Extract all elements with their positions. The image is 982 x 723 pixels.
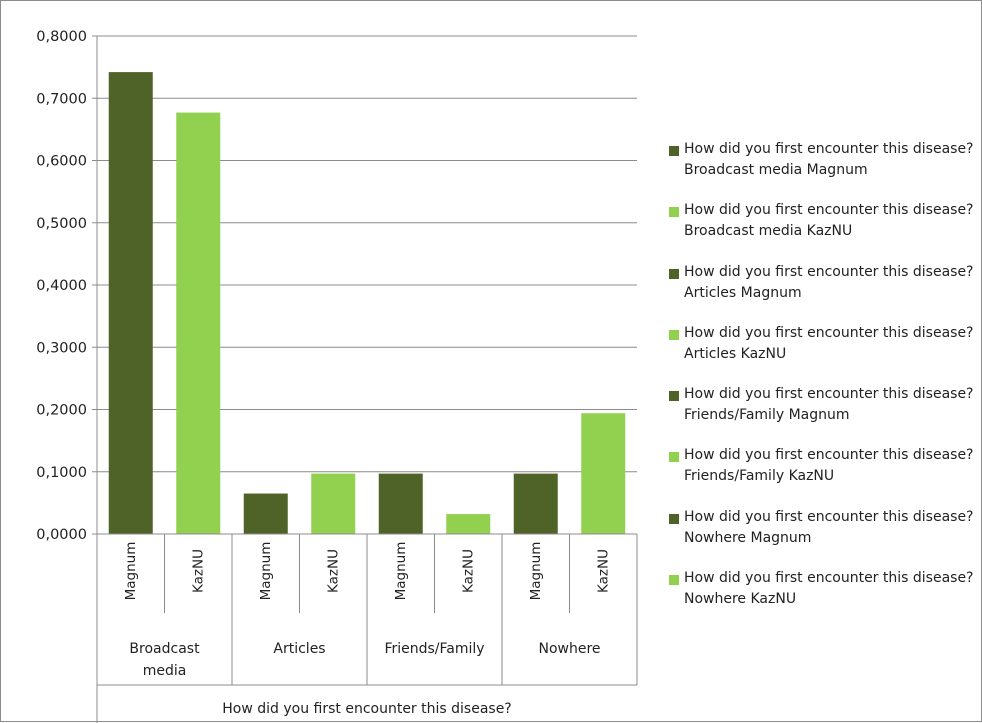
category-label: KazNU (190, 549, 206, 593)
y-tick-label: 0,4000 (36, 278, 87, 294)
bar (513, 473, 558, 534)
legend-label: How did you first encounter this disease… (684, 263, 974, 301)
legend-item: How did you first encounter this disease… (665, 445, 982, 506)
y-tick-label: 0,8000 (36, 29, 87, 45)
legend-item: How did you first encounter this disease… (665, 139, 982, 200)
group-label-line: media (143, 663, 187, 679)
legend-swatch (669, 146, 679, 156)
y-tick-label: 0,0000 (36, 527, 87, 543)
legend-label: How did you first encounter this disease… (684, 508, 974, 546)
y-tick-label: 0,6000 (36, 154, 87, 170)
y-tick-label: 0,7000 (36, 91, 87, 107)
y-tick-label: 0,3000 (36, 340, 87, 356)
category-label: Magnum (258, 542, 274, 601)
bar (581, 413, 626, 534)
legend-item: How did you first encounter this disease… (665, 262, 982, 323)
legend: How did you first encounter this disease… (665, 139, 982, 629)
bar (108, 72, 153, 534)
bar (176, 112, 221, 534)
y-tick-label: 0,2000 (36, 403, 87, 419)
y-tick-label: 0,1000 (36, 465, 87, 481)
group-label: Broadcast media (129, 641, 200, 679)
bar-chart: 0,0000 0,1000 0,2000 0,3000 0,4000 0,5000 0,60… (36, 29, 638, 723)
group-label: Articles (273, 641, 325, 657)
category-label: Magnum (528, 542, 544, 601)
group-label: Friends/Family (384, 641, 484, 657)
category-label: KazNU (460, 549, 476, 593)
bar (378, 473, 423, 534)
legend-swatch (669, 452, 679, 463)
legend-label: How did you first encounter this disease… (684, 447, 974, 485)
legend-swatch (669, 391, 679, 402)
category-label: Magnum (393, 542, 409, 601)
category-label: KazNU (595, 549, 611, 593)
legend-label: How did you first encounter this disease… (684, 141, 974, 178)
legend-swatch (669, 329, 679, 340)
category-label: Magnum (123, 542, 139, 601)
legend-swatch (669, 513, 679, 524)
legend-item: How did you first encounter this disease… (665, 568, 982, 629)
y-tick-label: 0,5000 (36, 216, 87, 232)
bar (311, 473, 356, 534)
category-label: KazNU (325, 549, 341, 593)
legend-item: How did you first encounter this disease… (665, 200, 982, 261)
group-label: Nowhere (538, 641, 600, 657)
legend-item: How did you first encounter this disease… (665, 507, 982, 568)
legend-label: How did you first encounter this disease… (684, 202, 974, 240)
legend-swatch (669, 207, 679, 218)
x-axis-title: How did you first encounter this disease… (222, 701, 512, 717)
bar (243, 493, 288, 534)
group-label-line: Broadcast (129, 641, 200, 657)
legend-label: How did you first encounter this disease… (684, 324, 974, 362)
legend-item: How did you first encounter this disease… (665, 384, 982, 445)
legend-label: How did you first encounter this disease… (684, 570, 974, 608)
legend-swatch (669, 575, 679, 586)
bar (446, 514, 491, 534)
legend-item: How did you first encounter this disease… (665, 323, 982, 384)
legend-swatch (669, 268, 679, 279)
legend-label: How did you first encounter this disease… (684, 386, 974, 424)
